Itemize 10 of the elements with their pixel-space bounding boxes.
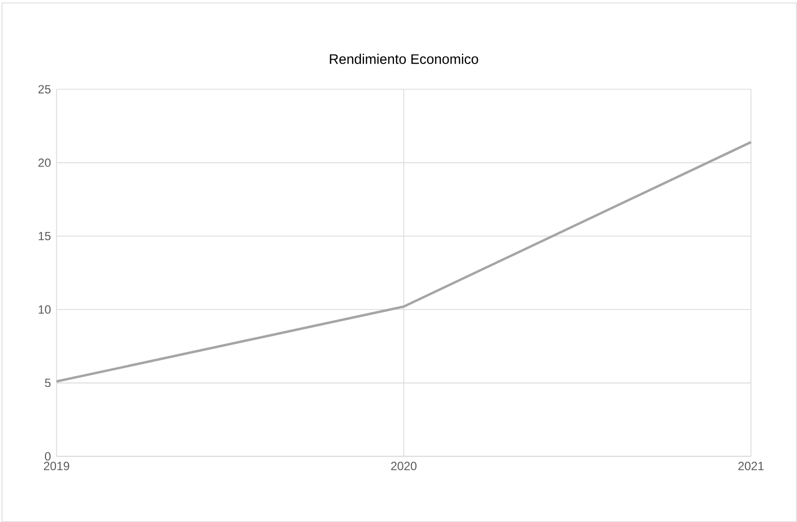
x-tick-label: 2020 (391, 462, 416, 470)
y-tick-label: 0 (44, 452, 51, 460)
x-tick-label: 2019 (44, 462, 70, 470)
chart-title: Rendimiento Economico (330, 54, 478, 64)
y-tick-label: 15 (38, 232, 51, 240)
y-tick-label: 5 (44, 378, 51, 387)
y-tick-label: 10 (38, 305, 51, 314)
y-tick-label: 20 (38, 158, 51, 167)
y-tick-label: 25 (38, 84, 51, 94)
x-tick-label: 2021 (738, 462, 764, 470)
